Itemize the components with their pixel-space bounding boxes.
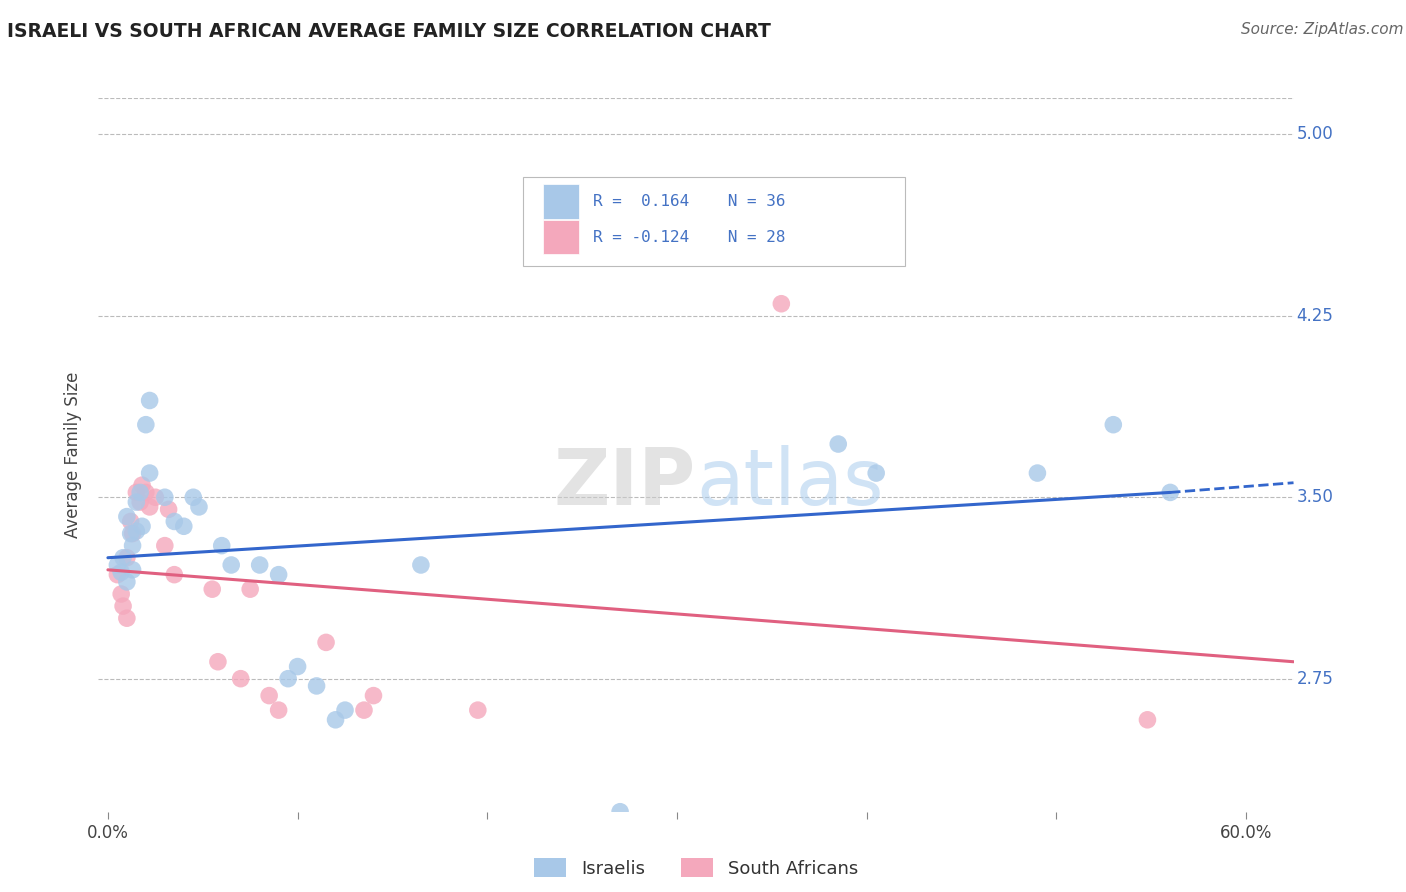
Point — [112, 550, 135, 565]
Point — [120, 526, 142, 541]
Point — [287, 659, 309, 673]
Point — [1136, 713, 1159, 727]
Point — [325, 713, 347, 727]
Point — [1102, 417, 1125, 432]
Point — [121, 526, 143, 541]
Text: 2.75: 2.75 — [1296, 670, 1333, 688]
Point — [609, 805, 631, 819]
Point — [163, 515, 186, 529]
Point — [115, 611, 138, 625]
Text: 5.00: 5.00 — [1296, 126, 1333, 144]
Point — [201, 582, 224, 597]
Point — [267, 703, 290, 717]
Point — [157, 502, 180, 516]
FancyBboxPatch shape — [543, 220, 579, 254]
Point — [153, 490, 176, 504]
Point — [363, 689, 385, 703]
Point — [131, 478, 153, 492]
Point — [1026, 466, 1049, 480]
Point — [770, 297, 793, 311]
Point — [239, 582, 262, 597]
Point — [257, 689, 280, 703]
Point — [138, 500, 160, 514]
Point — [865, 466, 887, 480]
Point — [207, 655, 229, 669]
Point — [173, 519, 195, 533]
Point — [219, 558, 242, 572]
Point — [409, 558, 432, 572]
Point — [110, 587, 132, 601]
Point — [211, 539, 233, 553]
Point — [125, 485, 148, 500]
Text: ZIP: ZIP — [554, 445, 696, 522]
Point — [115, 550, 138, 565]
Text: Source: ZipAtlas.com: Source: ZipAtlas.com — [1240, 22, 1403, 37]
Text: atlas: atlas — [696, 445, 883, 522]
Point — [115, 509, 138, 524]
Point — [129, 485, 152, 500]
Point — [333, 703, 356, 717]
Point — [135, 417, 157, 432]
Point — [120, 515, 142, 529]
Point — [121, 563, 143, 577]
Text: R = -0.124    N = 28: R = -0.124 N = 28 — [593, 230, 786, 244]
Point — [827, 437, 849, 451]
Point — [143, 490, 166, 504]
Point — [105, 558, 128, 572]
Point — [315, 635, 337, 649]
Point — [138, 466, 160, 480]
Point — [110, 566, 132, 580]
FancyBboxPatch shape — [543, 185, 579, 219]
Y-axis label: Average Family Size: Average Family Size — [65, 372, 83, 538]
Point — [467, 703, 489, 717]
Point — [115, 574, 138, 589]
Point — [249, 558, 271, 572]
Point — [181, 490, 204, 504]
Text: 3.50: 3.50 — [1296, 488, 1333, 507]
Text: R =  0.164    N = 36: R = 0.164 N = 36 — [593, 194, 786, 209]
Text: ISRAELI VS SOUTH AFRICAN AVERAGE FAMILY SIZE CORRELATION CHART: ISRAELI VS SOUTH AFRICAN AVERAGE FAMILY … — [7, 22, 770, 41]
Point — [353, 703, 375, 717]
Point — [229, 672, 252, 686]
Point — [131, 519, 153, 533]
FancyBboxPatch shape — [523, 177, 905, 266]
Point — [112, 599, 135, 613]
Point — [305, 679, 328, 693]
Text: 4.25: 4.25 — [1296, 307, 1333, 325]
Point — [138, 393, 160, 408]
Point — [125, 495, 148, 509]
Point — [267, 567, 290, 582]
Point — [188, 500, 211, 514]
Point — [153, 539, 176, 553]
Legend: Israelis, South Africans: Israelis, South Africans — [527, 851, 865, 885]
Point — [105, 567, 128, 582]
Point — [135, 485, 157, 500]
Point — [121, 539, 143, 553]
Point — [163, 567, 186, 582]
Point — [129, 495, 152, 509]
Point — [1159, 485, 1181, 500]
Point — [125, 524, 148, 538]
Point — [277, 672, 299, 686]
